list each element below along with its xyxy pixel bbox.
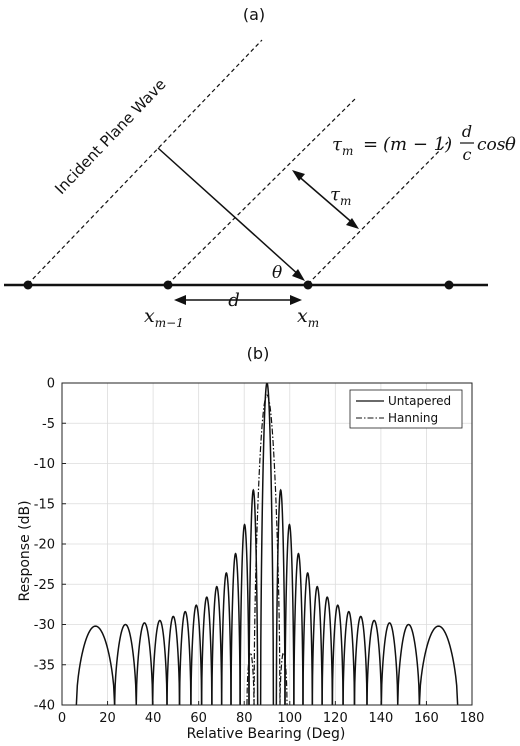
equation-frac-den: c	[463, 145, 472, 164]
x-tick-label: 120	[323, 711, 348, 726]
hanning-main-lobe	[253, 394, 281, 705]
y-tick-label: -5	[42, 417, 55, 432]
plot-series	[75, 383, 459, 705]
delay-equation: τm = (m − 1) d c cos θ	[332, 122, 516, 164]
legend-label-hanning: Hanning	[388, 411, 438, 425]
tau-arrow-head-up	[292, 170, 305, 181]
d-label: d	[228, 290, 240, 311]
untapered-sidelobe	[284, 523, 295, 705]
y-tick-label: -15	[34, 497, 55, 512]
y-tick-label: -25	[34, 578, 55, 593]
x-tick-label: 180	[460, 711, 485, 726]
equation-frac-num: d	[462, 122, 472, 141]
panel-b-label: (b)	[247, 344, 270, 363]
untapered-sidelobe	[380, 622, 399, 705]
untapered-sidelobe	[239, 523, 250, 705]
propagation-arrow	[157, 147, 301, 277]
equation-cos: cos	[477, 135, 506, 155]
panel-a: (a) Incident Plane Wave τm = (m − 1) d	[4, 5, 516, 330]
x-tick-label: 60	[190, 711, 207, 726]
wavefront-line-2	[167, 97, 357, 285]
y-tick-label: -35	[34, 658, 55, 673]
propagation-arrow-head	[292, 269, 305, 281]
untapered-sidelobe	[220, 571, 232, 705]
equation-paren: (m − 1)	[383, 134, 452, 155]
untapered-sidelobe	[211, 585, 223, 705]
untapered-sidelobe	[151, 619, 168, 705]
x-m-label: xm	[297, 305, 319, 330]
tau-arrow	[295, 173, 356, 226]
x-tick-label: 100	[277, 711, 302, 726]
x-tick-label: 80	[236, 711, 253, 726]
x-tick-label: 160	[414, 711, 439, 726]
untapered-sidelobe	[230, 552, 241, 705]
untapered-sidelobe	[418, 625, 459, 705]
untapered-sidelobe	[75, 625, 116, 705]
equation-tau: τm	[332, 134, 353, 158]
untapered-sidelobe	[342, 610, 356, 705]
untapered-sidelobe	[200, 596, 213, 705]
legend-label-untapered: Untapered	[388, 394, 451, 408]
legend: Untapered Hanning	[349, 389, 463, 429]
untapered-sidelobe	[135, 622, 154, 705]
x-axis-label: Relative Bearing (Deg)	[187, 726, 346, 742]
d-arrow-head-right	[290, 295, 302, 305]
panel-a-label: (a)	[243, 5, 265, 24]
plot-grid	[61, 382, 473, 706]
plot-ticks: 0 20 40 60 80 100 120 140 160 180 0 -5 -10 -15 -20 -25 -…	[34, 377, 485, 727]
untapered-sidelobe	[353, 615, 368, 705]
y-tick-label: -20	[34, 538, 55, 553]
sensor-dot-1	[23, 280, 33, 290]
untapered-sidelobe	[166, 615, 181, 705]
d-arrow-head-left	[174, 295, 186, 305]
wavefront-line-3	[307, 141, 449, 285]
equation-equals: =	[363, 134, 378, 155]
panel-b: (b) 0 20 40 60 80 100 120 140 160 180 0 -5 -10 -15 -20…	[17, 344, 484, 742]
untapered-sidelobe	[311, 585, 323, 705]
sensor-dot-3	[303, 280, 313, 290]
untapered-sidelobe	[366, 619, 383, 705]
hanning-sidelobe	[246, 651, 255, 705]
sensor-dot-2	[163, 280, 173, 290]
tau-m-label: τm	[330, 184, 351, 208]
untapered-sidelobe	[321, 596, 334, 705]
untapered-sidelobe	[178, 610, 192, 705]
incident-wave-label: Incident Plane Wave	[51, 75, 169, 198]
theta-label: θ	[272, 263, 282, 283]
hanning-sidelobe	[279, 651, 288, 705]
tau-arrow-head-down	[346, 218, 359, 229]
x-m-minus-1-label: xm−1	[144, 305, 184, 330]
legend-box	[349, 389, 463, 429]
x-tick-label: 20	[99, 711, 116, 726]
wavefront-line-1	[27, 39, 263, 285]
y-tick-label: 0	[47, 377, 55, 392]
untapered-sidelobe	[302, 571, 314, 705]
untapered-main-lobe	[259, 383, 275, 705]
x-tick-label: 40	[145, 711, 162, 726]
y-tick-label: -40	[34, 699, 55, 714]
equation-theta: θ	[505, 134, 516, 155]
untapered-sidelobe	[113, 623, 138, 705]
y-axis-label: Response (dB)	[17, 500, 33, 601]
sensor-dot-4	[444, 280, 454, 290]
x-tick-label: 140	[368, 711, 393, 726]
untapered-sidelobe	[331, 604, 344, 705]
untapered-sidelobe	[396, 623, 421, 705]
untapered-sidelobe	[190, 604, 203, 705]
untapered-sidelobe	[293, 552, 304, 705]
y-tick-label: -30	[34, 618, 55, 633]
x-tick-label: 0	[58, 711, 66, 726]
y-tick-label: -10	[34, 457, 55, 472]
